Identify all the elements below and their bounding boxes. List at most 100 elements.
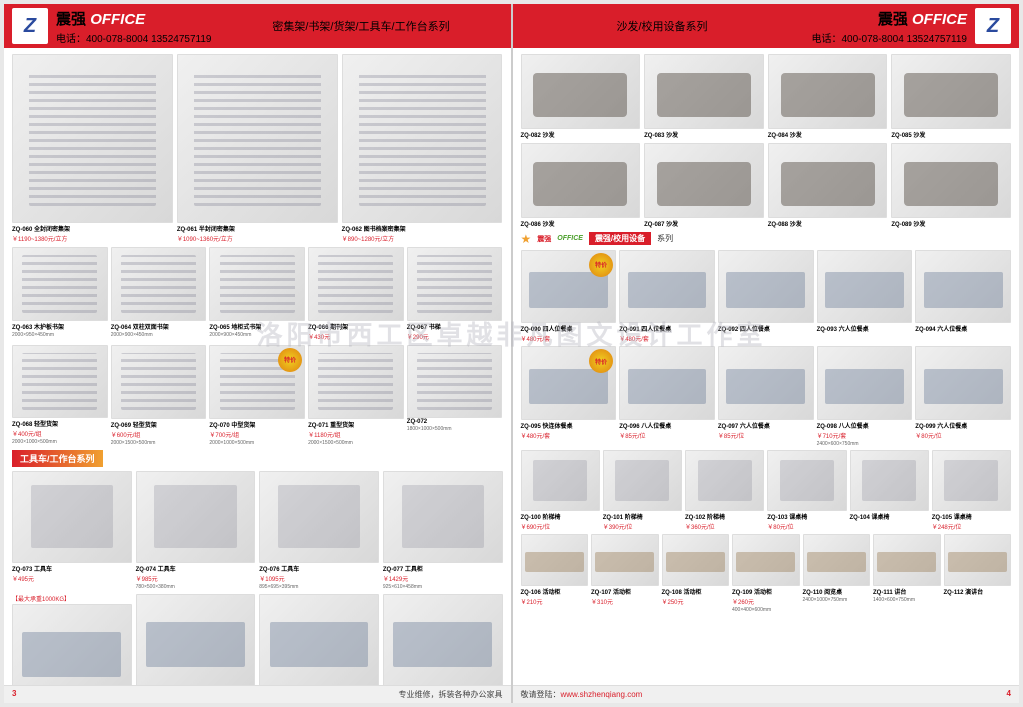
product-dims: 780×500×380mm	[136, 584, 256, 590]
product-item: ZQ-109 活动柜￥260元400×400×600mm	[732, 534, 800, 613]
product-image	[944, 534, 1012, 586]
product-item: ZQ-108 活动柜￥250元	[662, 534, 730, 613]
product-dims: 895×695×395mm	[259, 584, 379, 590]
product-dims: 2000×1000×500mm	[12, 439, 108, 445]
product-image	[12, 604, 132, 685]
product-code: ZQ-097 六人位餐桌	[718, 421, 814, 430]
product-image	[407, 345, 503, 419]
product-item: ZQ-060 全封闭密集架￥1190~1380元/立方	[12, 54, 173, 243]
product-code: ZQ-106 活动柜	[521, 587, 589, 596]
product-code: ZQ-087 沙发	[644, 219, 764, 228]
product-item: ZQ-093 六人位餐桌	[817, 250, 913, 344]
product-item: ZQ-064 双柱双面书架2000×900×450mm	[111, 247, 207, 341]
product-image	[768, 143, 888, 218]
product-dims: 2000×950×450mm	[12, 332, 108, 338]
product-item: ZQ-083 沙发	[644, 54, 764, 139]
product-dims: 2400×600×750mm	[817, 441, 913, 447]
product-code: ZQ-105 课桌椅	[932, 512, 1011, 521]
product-code: ZQ-103 课桌椅	[767, 512, 846, 521]
product-item: ZQ-111 讲台1400×600×750mm	[873, 534, 941, 613]
product-code: ZQ-060 全封闭密集架	[12, 224, 173, 233]
product-image	[259, 594, 379, 685]
product-image	[767, 450, 846, 511]
product-code: ZQ-098 八人位餐桌	[817, 421, 913, 430]
content-right: ZQ-082 沙发ZQ-083 沙发 ZQ-084 沙发ZQ-085 沙发 ZQ-…	[513, 48, 1020, 685]
product-code: ZQ-071 重型货架	[308, 420, 404, 429]
product-code: ZQ-095 快连体餐桌	[521, 421, 617, 430]
row-shelves: ZQ-063 木护板书架2000×950×450mmZQ-064 双柱双面书架2…	[12, 247, 503, 341]
product-code: ZQ-063 木护板书架	[12, 322, 108, 331]
product-item: ZQ-061 半封闭密集架￥1090~1360元/立方	[177, 54, 338, 243]
product-price: ￥600元/组	[111, 430, 207, 439]
product-price: ￥495元	[12, 574, 132, 583]
product-dims: 2000×1500×500mm	[111, 440, 207, 446]
row-dining1: 特价ZQ-090 四人位餐桌￥480元/套ZQ-091 四人位餐桌￥480元/套…	[521, 250, 1012, 344]
product-code: ZQ-061 半封闭密集架	[177, 224, 338, 233]
product-price: ￥430元	[308, 332, 404, 341]
row-sofa1: ZQ-082 沙发ZQ-083 沙发 ZQ-084 沙发ZQ-085 沙发	[521, 54, 1012, 139]
product-image	[644, 143, 764, 218]
product-image: 特价	[521, 346, 617, 420]
product-dims: 925×610×458mm	[383, 584, 503, 590]
product-image	[308, 247, 404, 321]
product-code: ZQ-065 地柜式书架	[209, 322, 305, 331]
logo-icon: Z	[975, 8, 1011, 44]
product-item: ZQ-062 图书档案密集架￥890~1280元/立方	[342, 54, 503, 243]
product-price: ￥310元	[591, 597, 659, 606]
product-dims: 1400×600×750mm	[873, 597, 941, 603]
product-code: ZQ-094 六人位餐桌	[915, 324, 1011, 333]
product-code: ZQ-096 八人位餐桌	[619, 421, 715, 430]
product-code: ZQ-077 工具柜	[383, 564, 503, 573]
product-image	[915, 346, 1011, 420]
product-code: ZQ-107 活动柜	[591, 587, 659, 596]
product-image	[662, 534, 730, 586]
product-image	[383, 471, 503, 563]
product-item: ZQ-084 沙发	[768, 54, 888, 139]
sale-badge: 特价	[589, 253, 613, 277]
product-image	[732, 534, 800, 586]
product-image	[817, 250, 913, 324]
product-image: 特价	[521, 250, 617, 324]
product-item: ZQ-087 沙发	[644, 143, 764, 228]
product-image	[12, 471, 132, 563]
product-item: ZQ-073 工具车￥495元	[12, 471, 132, 590]
product-code: ZQ-084 沙发	[768, 130, 888, 139]
product-price: ￥250元	[662, 597, 730, 606]
product-price: ￥1090~1360元/立方	[177, 234, 338, 243]
product-price: ￥1180元/组	[308, 430, 404, 439]
product-item: 特价ZQ-070 中型货架￥700元/组2000×1000×500mm	[209, 345, 305, 446]
row-chairs: ZQ-100 阶梯椅￥690元/位ZQ-101 阶梯椅￥390元/位ZQ-102…	[521, 450, 1012, 531]
page-right: Z 震强 OFFICE 电话：400-078-8004 13524757119 …	[513, 4, 1020, 703]
product-item: ZQ-076 工具车￥1095元895×695×395mm	[259, 471, 379, 590]
product-price: ￥480元/套	[521, 431, 617, 440]
product-price: ￥400元/组	[12, 429, 108, 438]
product-item: 特价ZQ-095 快连体餐桌￥480元/套	[521, 346, 617, 447]
product-code: ZQ-083 沙发	[644, 130, 764, 139]
product-item: ZQ-105 课桌椅￥248元/位	[932, 450, 1011, 531]
product-item: ZQ-102 阶梯椅￥360元/位	[685, 450, 764, 531]
product-image	[12, 345, 108, 419]
product-item: ZQ-082 沙发	[521, 54, 641, 139]
product-item: ZQ-080 工作台￥1260元1500×750×800mm	[259, 594, 379, 685]
product-code: ZQ-085 沙发	[891, 130, 1011, 139]
product-image	[521, 534, 589, 586]
product-item: ZQ-085 沙发	[891, 54, 1011, 139]
product-item: ZQ-103 课桌椅￥80元/位	[767, 450, 846, 531]
product-image	[342, 54, 503, 223]
brand-block: 震强 OFFICE 电话：400-078-8004 13524757119	[56, 8, 212, 45]
product-code: ZQ-067 书梯	[407, 322, 503, 331]
sale-badge: 特价	[278, 348, 302, 372]
product-image	[521, 54, 641, 129]
product-item: ZQ-094 六人位餐桌	[915, 250, 1011, 344]
product-item: ZQ-081 工作台1400×600×800mm	[383, 594, 503, 685]
product-code: ZQ-111 讲台	[873, 587, 941, 596]
product-item: ZQ-066 期刊架￥430元	[308, 247, 404, 341]
product-dims: 2400×1000×750mm	[803, 597, 871, 603]
product-image	[685, 450, 764, 511]
product-price: ￥985元	[136, 574, 256, 583]
product-item: ZQ-074 工具车￥985元780×500×380mm	[136, 471, 256, 590]
product-item: ZQ-110 阅览桌2400×1000×750mm	[803, 534, 871, 613]
product-item: ZQ-086 沙发	[521, 143, 641, 228]
category-title: 沙发/校用设备系列	[616, 18, 707, 34]
footer-left: 3 专业维修，拆装各种办公家具	[4, 685, 511, 703]
